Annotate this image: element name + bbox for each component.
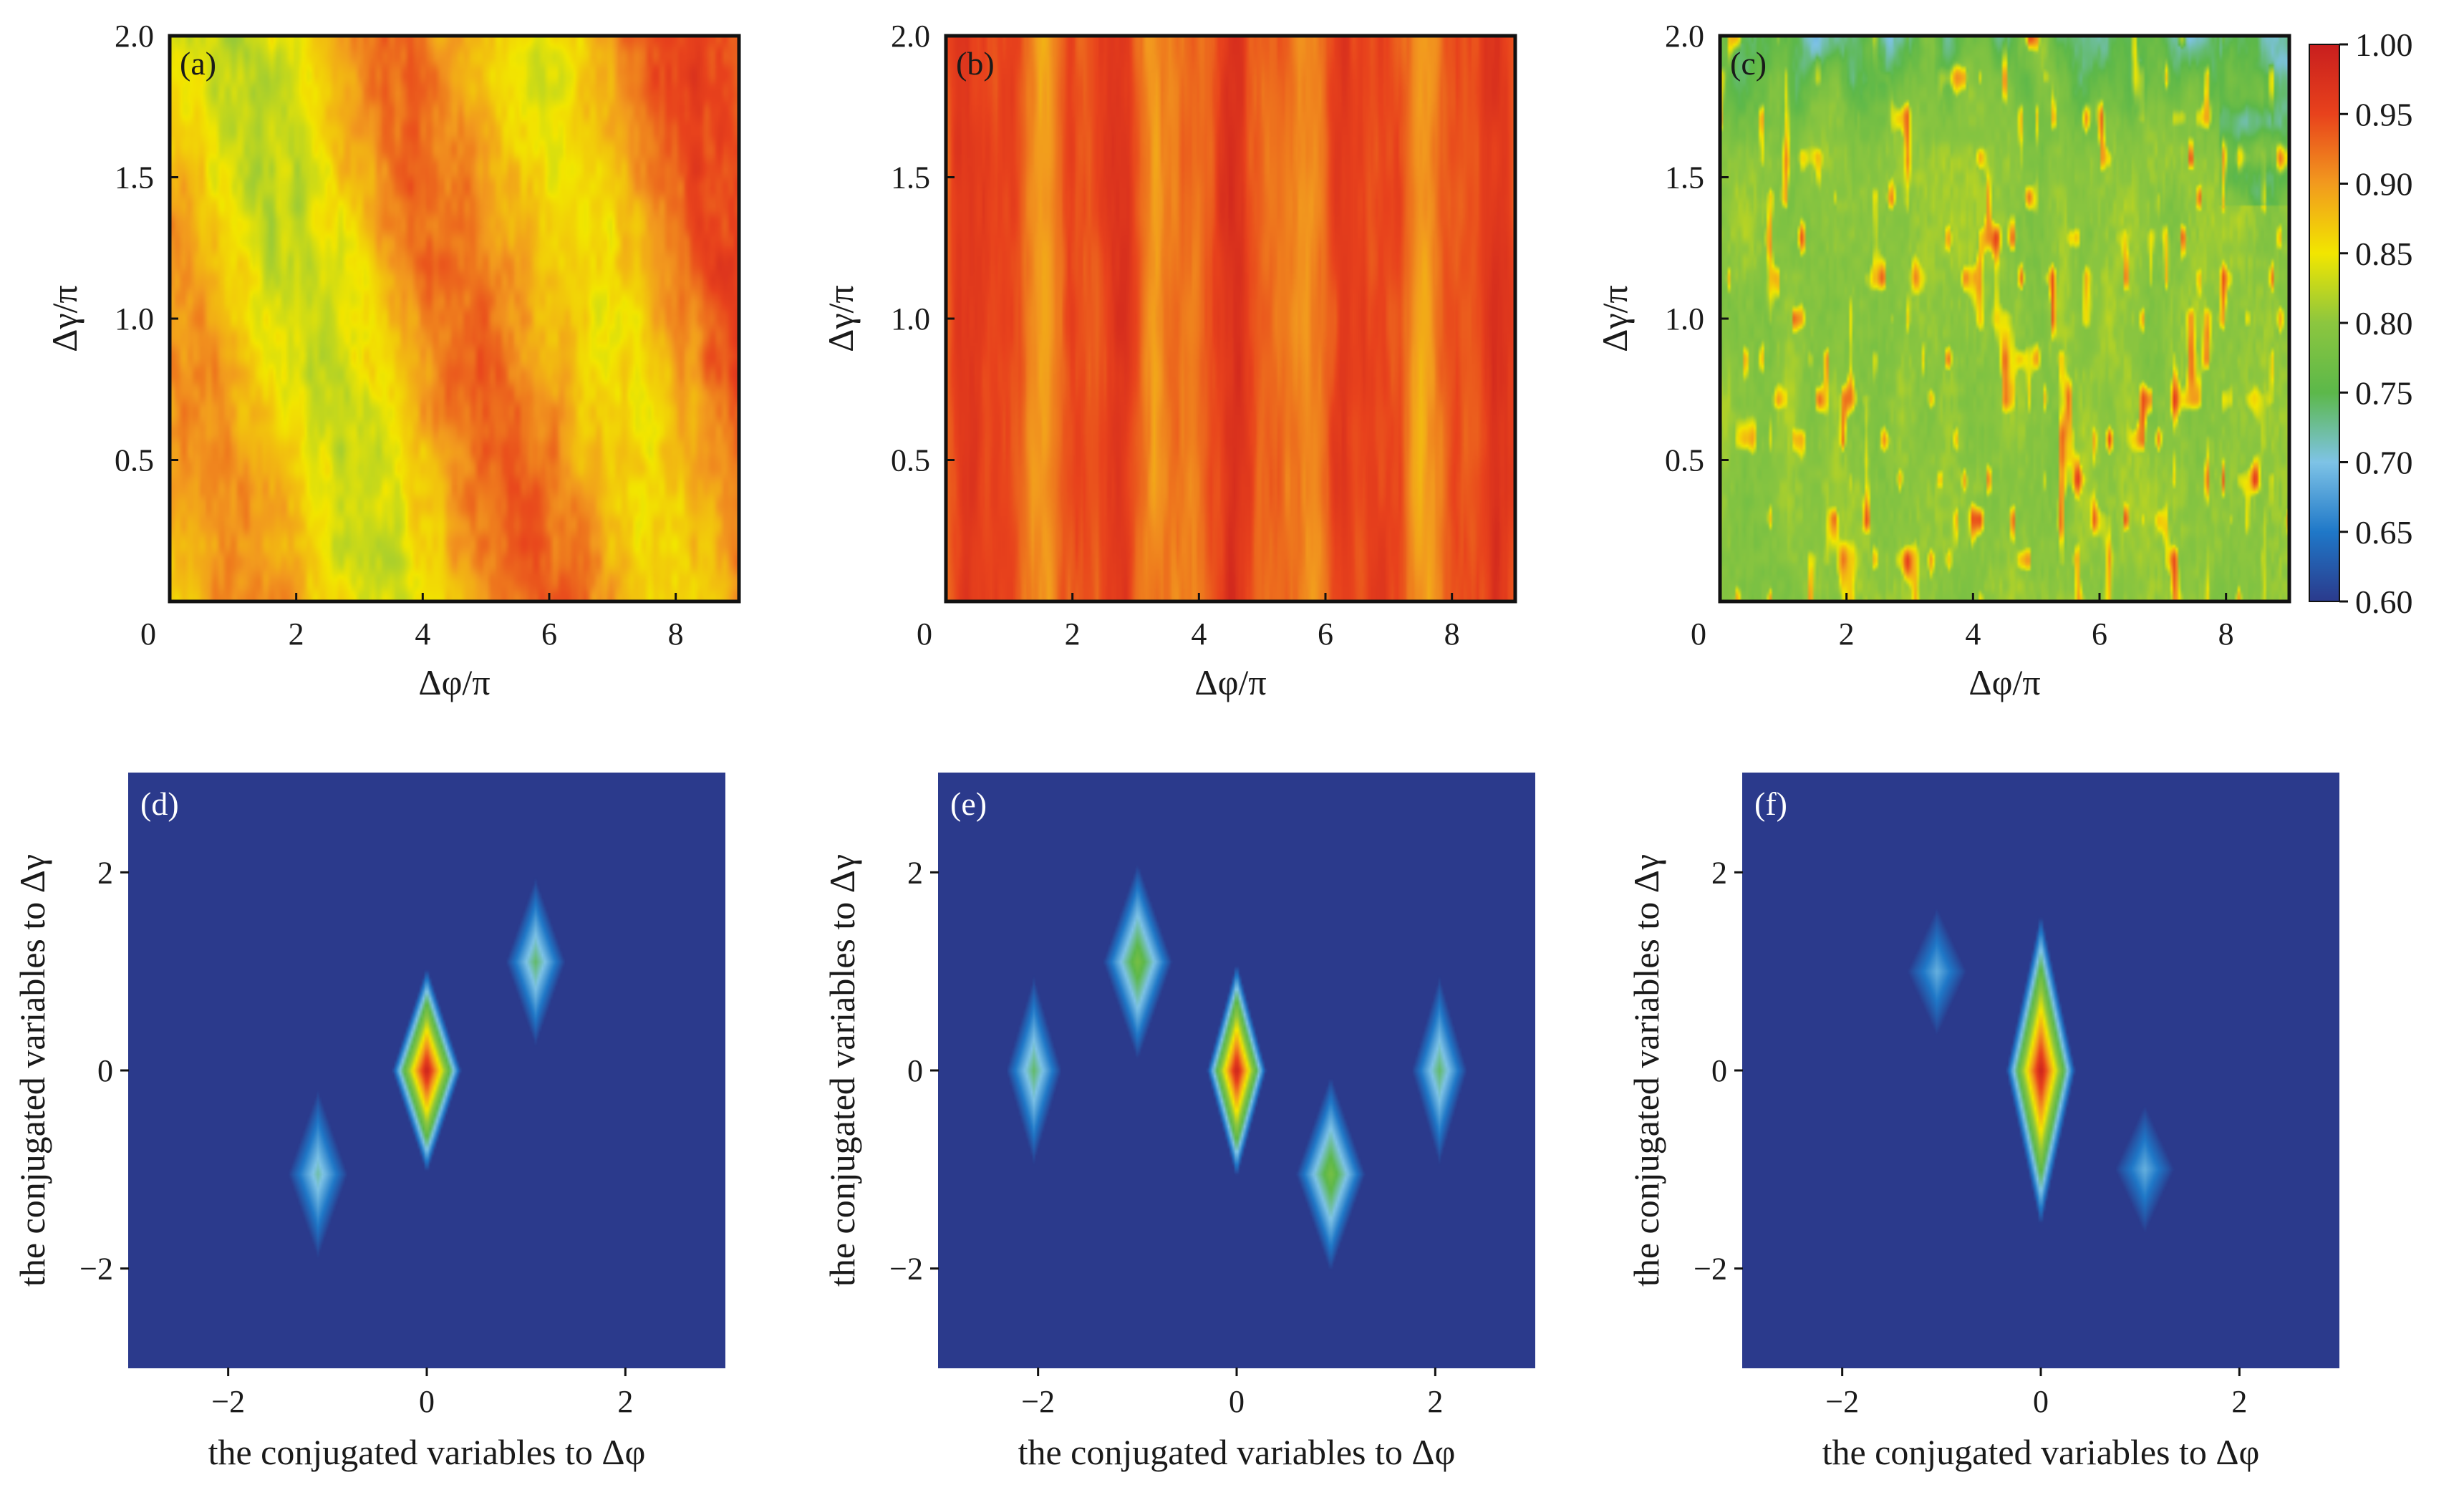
x-tick-label: 6 [2092,616,2107,652]
x-tick-label: 0 [2033,1384,2049,1419]
colorbar: 1.00 0.95 0.90 0.85 0.80 0.75 0.70 0.65 0.60 [2309,26,2413,620]
x-tick-label: 2 [289,616,304,652]
panel-f: (f) −2 −2 0 0 2 2 the conjugated variables to Δ… [1626,773,2339,1472]
y-tick-label: −2 [1694,1252,1727,1287]
panel-label: (c) [1730,45,1767,82]
x-tick-label: 4 [1965,616,1981,652]
y-tick-label: 0 [97,1053,113,1088]
colorbar-tick-label: 0.80 [2355,305,2413,342]
x-tick-label: 4 [415,616,430,652]
y-tick-label: 1.5 [891,160,930,195]
panel-label: (d) [140,785,179,822]
heatmap-image [129,773,725,1368]
panel-c: (c) 0 2 4 6 8 0.5 1.0 1.5 2.0 Δφ/π Δγ/π [1595,19,2291,702]
y-tick-label: 0 [1711,1053,1727,1088]
y-axis-label: Δγ/π [1595,285,1635,352]
x-axis-label: Δφ/π [418,662,490,702]
x-tick-label: 6 [541,616,557,652]
x-tick-label: 6 [1318,616,1333,652]
y-tick-label: 2 [97,855,113,890]
heatmap-image [1720,36,2289,601]
heatmap-image [1743,773,2339,1368]
y-axis-label: Δγ/π [821,285,861,352]
y-tick-label: 0.5 [891,443,930,478]
x-tick-label: 0 [1229,1384,1245,1419]
y-tick-label: 1.0 [1665,301,1704,337]
x-tick-label: 2 [617,1384,633,1419]
y-tick-label: 1.0 [115,301,154,337]
colorbar-tick-label: 0.95 [2355,96,2413,132]
colorbar-tick-label: 0.65 [2355,514,2413,551]
x-axis-label: Δφ/π [1968,662,2040,702]
panel-a: (a) 0 2 4 6 8 0.5 1.0 1.5 2.0 Δφ/π Δγ/π [44,19,741,702]
y-tick-label: 2.0 [115,19,154,54]
x-tick-label: 4 [1191,616,1207,652]
y-tick-label: 1.0 [891,301,930,337]
x-tick-label: 8 [2218,616,2234,652]
y-axis-label: Δγ/π [44,285,84,352]
colorbar-tick-label: 0.85 [2355,236,2413,272]
x-tick-label: 2 [1065,616,1081,652]
y-tick-label: 2.0 [891,19,930,54]
y-tick-label: −2 [889,1252,923,1287]
panel-e: (e) −2 −2 0 0 2 2 the conjugated variables to Δ… [822,773,1535,1472]
panel-label: (a) [180,45,216,82]
y-tick-label: 0 [907,1053,923,1088]
x-tick-label: 0 [140,616,156,652]
heatmap-image [939,773,1535,1368]
y-tick-label: 2 [907,855,923,890]
panel-b: (b) 0 2 4 6 8 0.5 1.0 1.5 2.0 Δφ/π Δγ/π [821,19,1517,702]
panel-d: (d) −2 −2 0 0 2 2 the conjugated variables to Δ… [12,773,725,1472]
y-tick-label: 2.0 [1665,19,1704,54]
x-tick-label: 0 [419,1384,435,1419]
x-axis-label: the conjugated variables to Δφ [1822,1432,2260,1472]
colorbar-tick-label: 0.90 [2355,166,2413,203]
x-axis-label: the conjugated variables to Δφ [208,1432,646,1472]
colorbar-tick-label: 1.00 [2355,26,2413,63]
colorbar-tick-label: 0.60 [2355,584,2413,620]
colorbar-tick-label: 0.70 [2355,445,2413,481]
y-tick-label: 2 [1711,855,1727,890]
y-tick-label: −2 [79,1252,113,1287]
x-axis-label: Δφ/π [1194,662,1266,702]
y-axis-label: the conjugated variables to Δγ [822,854,862,1287]
x-tick-label: −2 [1825,1384,1859,1419]
y-tick-label: 1.5 [1665,160,1704,195]
x-tick-label: 8 [1444,616,1460,652]
y-axis-label: the conjugated variables to Δγ [1626,854,1666,1287]
x-tick-label: 2 [1427,1384,1443,1419]
panel-label: (e) [950,785,987,822]
y-tick-label: 1.5 [115,160,154,195]
x-tick-label: 0 [1691,616,1706,652]
heatmap-image [946,36,1515,601]
heatmap-image [170,36,739,601]
y-tick-label: 0.5 [1665,443,1704,478]
y-tick-label: 0.5 [115,443,154,478]
colorbar-gradient [2309,44,2340,602]
colorbar-tick-label: 0.75 [2355,374,2413,411]
y-axis-label: the conjugated variables to Δγ [12,854,52,1287]
x-tick-label: 8 [668,616,684,652]
x-tick-label: 2 [2231,1384,2247,1419]
x-tick-label: 0 [917,616,932,652]
x-tick-label: −2 [211,1384,245,1419]
x-tick-label: −2 [1021,1384,1055,1419]
panel-label: (b) [956,45,995,82]
x-tick-label: 2 [1839,616,1855,652]
x-axis-label: the conjugated variables to Δφ [1018,1432,1456,1472]
panel-label: (f) [1754,785,1787,822]
